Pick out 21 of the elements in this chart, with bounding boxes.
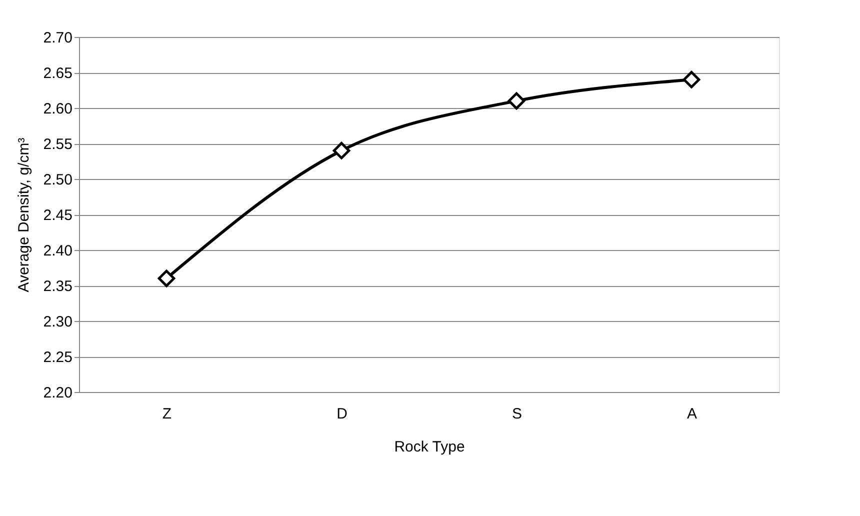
x-tick-label: D xyxy=(336,406,348,422)
x-tick-label: S xyxy=(512,406,522,422)
y-tick-label: 2.65 xyxy=(43,65,72,82)
x-axis-title: Rock Type xyxy=(394,438,465,456)
y-tick-label: 2.55 xyxy=(43,136,72,153)
y-tick-label: 2.60 xyxy=(43,100,72,118)
y-tick-label: 2.25 xyxy=(43,349,72,366)
x-tick-label: A xyxy=(686,406,698,422)
y-axis-title: Average Density, g/cm³ xyxy=(15,138,32,292)
point xyxy=(682,70,700,88)
y-tick-label: 2.35 xyxy=(43,278,72,295)
y-tick-label: 2.40 xyxy=(43,242,72,260)
point xyxy=(508,92,526,110)
y-tick-label: 2.50 xyxy=(43,172,72,188)
point xyxy=(332,142,350,160)
y-tick-label: 2.70 xyxy=(43,30,72,46)
y-tick-label: 2.45 xyxy=(43,207,72,224)
y-tick-label: 2.30 xyxy=(43,314,72,330)
x-tick-label: Z xyxy=(162,406,172,422)
y-tick-label: 2.20 xyxy=(43,384,72,402)
point xyxy=(158,270,176,288)
